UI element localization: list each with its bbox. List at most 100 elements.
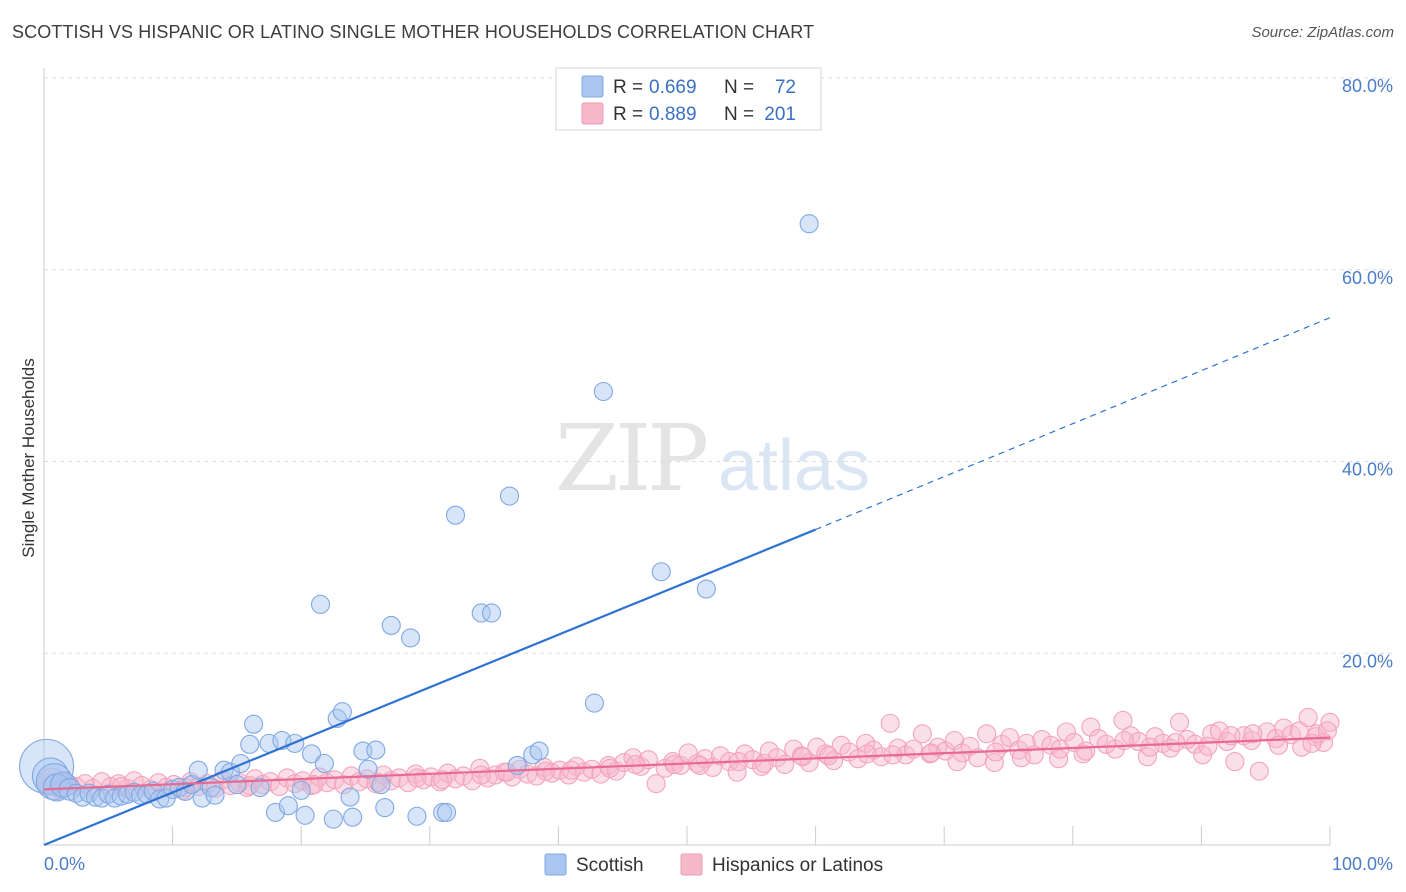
scottish-point-58: [407, 806, 427, 826]
hispanic-point-105: [888, 738, 908, 758]
chart-title: SCOTTISH VS HISPANIC OR LATINO SINGLE MO…: [12, 22, 815, 42]
y-axis-label: Single Mother Households: [19, 358, 38, 557]
watermark-atlas: atlas: [718, 426, 870, 506]
hispanic-point-65: [566, 756, 586, 776]
scottish-point-72: [799, 214, 819, 234]
axes: [43, 68, 1331, 846]
hispanic-point-98: [831, 735, 851, 755]
scottish-point-53: [366, 740, 386, 760]
scottish-point-35: [250, 777, 270, 798]
scottish-point-31: [227, 775, 247, 795]
hispanic-point-104: [880, 713, 900, 733]
hispanic-point-128: [1073, 744, 1093, 764]
scottish-point-2: [35, 763, 73, 801]
scottish-point-19: [150, 789, 170, 809]
scottish-point-50: [343, 807, 363, 827]
gridlines: [44, 77, 1392, 654]
hispanic-point-193: [857, 744, 877, 764]
bottom-legend-swatch-hispanic: [680, 853, 703, 876]
legend-r-label-scottish: R =: [613, 77, 648, 98]
scottish-point-25: [188, 760, 208, 780]
hispanic-point-118: [992, 734, 1012, 754]
scottish-point-33: [240, 734, 260, 754]
y-tick-label-0: 20.0%: [1342, 651, 1393, 671]
hispanic-point-188: [1166, 732, 1186, 752]
hispanic-point-153: [1274, 718, 1294, 738]
hispanic-point-156: [1298, 707, 1318, 728]
scottish-point-52: [358, 759, 378, 779]
hispanic-point-167: [947, 752, 967, 772]
top-legend: R = 0.669 N = 72 R = 0.889 N = 201: [555, 67, 822, 131]
legend-swatch-hispanic: [581, 102, 604, 125]
hispanic-point-29: [277, 768, 297, 788]
hispanic-point-147: [1225, 752, 1245, 772]
bottom-legend-label-scottish: Scottish: [576, 855, 644, 876]
hispanic-point-126: [1056, 722, 1076, 742]
hispanic-point-75: [646, 774, 666, 794]
scottish-point-61: [445, 505, 466, 525]
hispanic-point-199: [471, 765, 491, 785]
scottish-point-48: [332, 702, 352, 722]
y-tick-label-1: 40.0%: [1342, 460, 1393, 480]
hispanic-point-171: [690, 755, 710, 775]
hispanic-point-173: [561, 760, 581, 780]
legend-r-label-hispanic: R =: [613, 104, 648, 125]
hispanic-point-165: [1076, 741, 1096, 761]
scottish-point-44: [310, 594, 331, 614]
hispanic-point-93: [791, 746, 812, 766]
hispanic-point-187: [1221, 726, 1241, 746]
hispanic-point-140: [1169, 712, 1190, 732]
x-tick-label-1: 100.0%: [1332, 854, 1393, 874]
hispanic-point-86: [735, 744, 755, 764]
scottish-point-60: [436, 802, 457, 822]
scottish-point-49: [340, 787, 360, 807]
hispanic-point-150: [1249, 761, 1269, 781]
legend-n-label-hispanic: N =: [724, 104, 759, 125]
bottom-legend-label-hispanic: Hispanics or Latinos: [712, 855, 883, 876]
legend-r-value-hispanic: 0.889: [649, 104, 697, 125]
scottish-point-28: [205, 785, 225, 805]
scottish-point-54: [371, 775, 391, 795]
trend-lines: [43, 317, 1331, 847]
hispanic-point-162: [1243, 724, 1263, 744]
hispanic-point-169: [818, 746, 839, 766]
scottish-point-63: [481, 603, 502, 623]
hispanic-point-184: [1317, 721, 1337, 741]
hispanic-point-163: [1198, 736, 1218, 756]
hispanic-point-88: [752, 756, 772, 776]
hispanic-point-133: [1113, 710, 1133, 730]
hispanic-point-198: [535, 761, 556, 781]
hispanic-point-116: [977, 724, 997, 744]
watermark-zip: ZIP: [555, 405, 706, 512]
hispanic-point-121: [1016, 733, 1037, 753]
hispanic-point-131: [1096, 734, 1116, 754]
hispanic-point-83: [710, 746, 730, 766]
source-credit: Source: ZipAtlas.com: [1251, 24, 1394, 41]
hispanic-point-101: [856, 733, 876, 753]
scottish-point-68: [584, 693, 604, 713]
bottom-legend-swatch-scottish: [544, 853, 567, 876]
hispanic-point-177: [304, 775, 324, 795]
hispanic-point-175: [433, 770, 453, 790]
hispanic-point-145: [1209, 721, 1229, 741]
scottish-point-62: [471, 603, 491, 623]
scottish-trend-line: [43, 528, 817, 847]
scottish-point-46: [323, 809, 343, 829]
hispanic-point-170: [754, 753, 774, 774]
scottish-point-65: [507, 755, 527, 775]
hispanic-point-114: [960, 736, 980, 756]
legend-swatch-scottish: [581, 75, 604, 98]
hispanic-point-164: [1140, 737, 1160, 757]
hispanic-point-125: [1049, 749, 1069, 769]
hispanic-point-129: [1081, 717, 1101, 737]
hispanic-trend-line: [43, 736, 1331, 791]
scottish-point-71: [696, 579, 716, 599]
hispanic-point-117: [984, 752, 1004, 773]
data-points: [19, 214, 1340, 829]
scottish-point-55: [375, 798, 395, 818]
tick-labels: 20.0% 40.0% 60.0% 80.0% 0.0% 100.0%: [44, 76, 1393, 874]
legend-n-value-scottish: 72: [775, 77, 796, 98]
scottish-point-70: [651, 562, 671, 582]
y-tick-label-3: 80.0%: [1342, 76, 1393, 96]
